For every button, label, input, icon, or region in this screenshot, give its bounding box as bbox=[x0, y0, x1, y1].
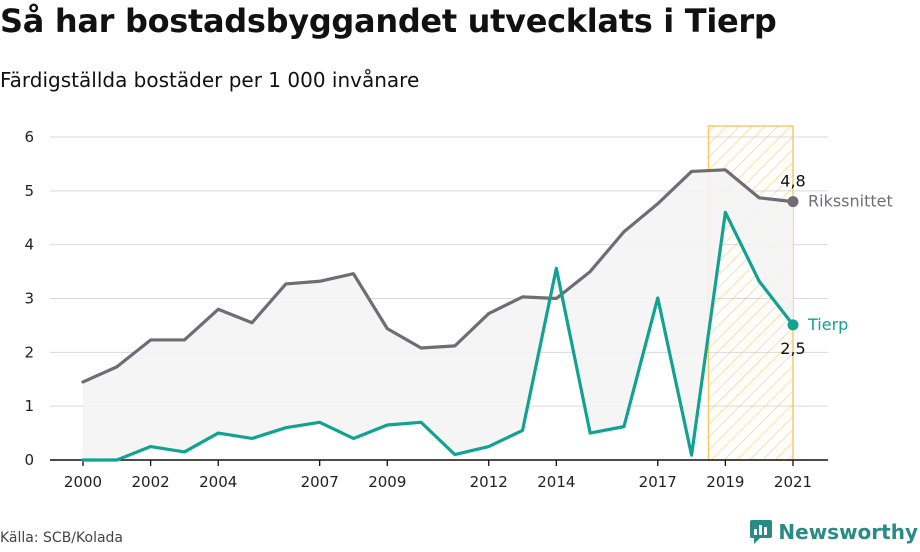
x-tick-label: 2009 bbox=[368, 473, 406, 491]
x-tick-label: 2021 bbox=[774, 473, 812, 491]
x-tick-label: 2002 bbox=[132, 473, 170, 491]
newsworthy-icon bbox=[750, 520, 773, 544]
x-tick-label: 2000 bbox=[64, 473, 102, 491]
y-tick-label: 2 bbox=[24, 343, 34, 361]
series-lines bbox=[81, 168, 799, 462]
rikssnittet-end-point bbox=[787, 196, 799, 208]
rikssnittet-value-label: 4,8 bbox=[780, 172, 805, 191]
x-tick-label: 2019 bbox=[706, 473, 744, 491]
chart-title: Så har bostadsbyggandet utvecklats i Tie… bbox=[0, 2, 777, 40]
y-tick-label: 4 bbox=[24, 236, 34, 254]
source-note: Källa: SCB/Kolada bbox=[0, 530, 124, 546]
rikssnittet-line bbox=[81, 168, 795, 384]
x-tick-label: 2014 bbox=[537, 473, 575, 491]
tierp-line bbox=[81, 210, 795, 462]
tierp-value-label: 2,5 bbox=[780, 339, 805, 358]
x-tick-label: 2007 bbox=[301, 473, 339, 491]
area-between-series bbox=[83, 169, 793, 461]
y-tick-label: 6 bbox=[24, 128, 34, 146]
chart-subtitle: Färdigställda bostäder per 1 000 invånar… bbox=[0, 68, 420, 92]
tierp-end-point bbox=[787, 319, 799, 331]
x-tick-label: 2017 bbox=[639, 473, 677, 491]
rikssnittet-name-label: Rikssnittet bbox=[808, 192, 893, 211]
x-tick-label: 2012 bbox=[470, 473, 508, 491]
x-tick-label: 2004 bbox=[199, 473, 237, 491]
brand-logo[interactable]: Newsworthy bbox=[750, 520, 918, 544]
y-tick-label: 3 bbox=[24, 290, 34, 308]
y-tick-label: 5 bbox=[24, 182, 34, 200]
y-tick-label: 1 bbox=[24, 397, 34, 415]
tierp-name-label: Tierp bbox=[807, 315, 848, 334]
y-tick-label: 0 bbox=[24, 451, 34, 469]
brand-name: Newsworthy bbox=[778, 520, 918, 544]
axes: 0 1 2 3 4 5 6 2000 2002 2004 2007 2009 2012 2014 2017 2… bbox=[24, 128, 828, 491]
area-fill bbox=[83, 169, 793, 461]
